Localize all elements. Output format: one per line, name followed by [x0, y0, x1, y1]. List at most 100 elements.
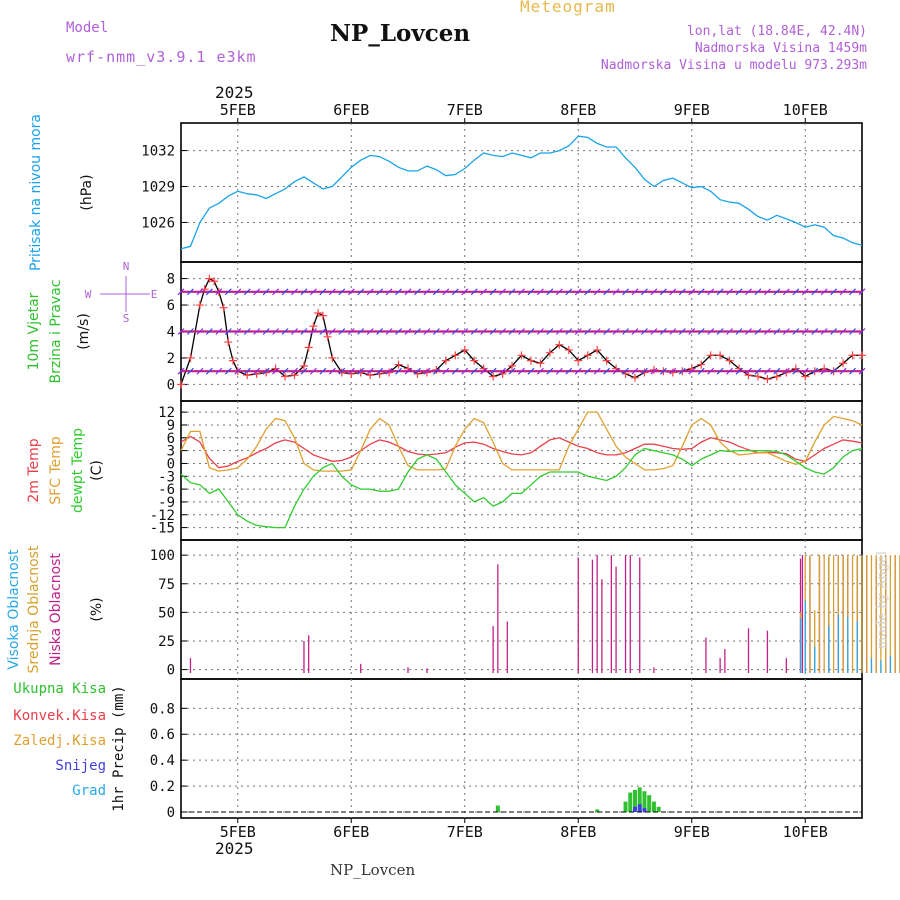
clouds-ytick-label: 0	[167, 663, 175, 679]
wind-barb	[716, 288, 724, 296]
station-title: NP_Lovcen	[330, 20, 471, 47]
wind-speed-marker	[186, 353, 195, 362]
wind-speed-marker	[517, 351, 526, 360]
wind-speed-marker	[574, 356, 583, 365]
wind-barb	[536, 367, 544, 375]
wind-barb	[763, 328, 771, 335]
wind-barb	[234, 288, 242, 296]
wind-speed-marker	[593, 346, 602, 355]
wind-speed-marker	[290, 371, 299, 380]
wind-barb	[328, 288, 336, 296]
clouds-axis-label: Visoka Oblacnost	[6, 549, 22, 670]
wind-speed-marker	[470, 356, 479, 365]
wind-ytick-label: 2	[167, 351, 175, 367]
precip-legend-label: Snijeg	[55, 758, 106, 774]
wind-barb	[338, 367, 346, 375]
wind-barb	[205, 328, 213, 335]
wind-barb	[622, 288, 629, 296]
wind-barb	[414, 328, 421, 335]
wind-barb	[480, 288, 488, 296]
wind-barb	[650, 288, 658, 296]
wind-barb	[830, 288, 838, 296]
wind-speed-marker	[763, 375, 772, 384]
wind-barb	[451, 328, 459, 335]
precip-bar	[642, 808, 647, 812]
wind-barb	[215, 328, 223, 335]
wind-barb	[849, 288, 856, 296]
wind-barb	[461, 328, 469, 335]
wind-barb	[574, 328, 582, 335]
wind-barb	[291, 367, 298, 375]
clouds-frame	[180, 539, 863, 680]
wind-barb	[697, 288, 705, 296]
wind-axis-label: Brzina i Pravac	[48, 280, 64, 384]
wind-barb	[678, 367, 686, 375]
model-label: Model	[66, 20, 109, 36]
clouds-axis-label: Srednja Oblacnost	[26, 545, 42, 673]
wind-unit-label: (m/s)	[76, 313, 92, 350]
wind-barb	[243, 367, 251, 375]
wind-barb	[224, 288, 232, 296]
pressure-frame	[180, 122, 863, 263]
wind-barb	[499, 288, 507, 296]
wind-barb	[782, 367, 790, 375]
wind-barb	[688, 328, 696, 335]
wind-barb	[366, 288, 374, 296]
wind-barb	[707, 367, 715, 375]
wind-speed-marker	[602, 356, 611, 365]
wind-barb	[376, 328, 384, 335]
wind-barb	[735, 288, 743, 296]
temperature-ytick-label: 9	[167, 418, 175, 434]
wind-speed-marker	[422, 368, 431, 377]
wind-barb	[253, 328, 261, 335]
wind-barb	[811, 288, 819, 296]
wind-barb	[442, 288, 450, 296]
pressure-axis-label: Pritisak na nivou mora	[28, 114, 44, 271]
wind-barb	[669, 367, 677, 375]
wind-barb	[849, 367, 856, 375]
wind-barb	[641, 367, 648, 375]
wind-barb	[404, 288, 412, 296]
wind-speed-marker	[536, 359, 545, 368]
wind-barb	[839, 367, 847, 375]
x-day-label-bottom: 7FEB	[447, 823, 483, 841]
precip-bar	[633, 806, 637, 812]
x-day-label-bottom: 5FEB	[220, 823, 256, 841]
precip-bar	[623, 801, 628, 812]
wind-barb	[659, 367, 667, 375]
wind-barb	[612, 288, 620, 296]
wind-barb	[423, 367, 431, 375]
wind-barb	[527, 328, 535, 335]
wind-speed-marker	[318, 311, 327, 320]
wind-speed-marker	[441, 356, 450, 365]
wind-barb	[631, 328, 639, 335]
wind-barb	[357, 328, 365, 335]
wind-barb	[518, 367, 525, 375]
wind-barb	[820, 328, 828, 335]
wind-speed-marker	[772, 372, 781, 381]
wind-speed-marker	[451, 351, 460, 360]
wind-speed-marker	[432, 365, 441, 374]
wind-barb	[518, 328, 525, 335]
wind-barb	[366, 367, 374, 375]
clouds-ytick-label: 50	[158, 605, 175, 621]
wind-barb	[291, 328, 298, 335]
wind-barb	[376, 367, 384, 375]
wind-barb	[281, 328, 289, 335]
wind-ytick-label: 8	[167, 272, 175, 288]
wind-speed-marker	[583, 351, 592, 360]
wind-barb	[414, 367, 421, 375]
wind-speed-marker	[744, 371, 753, 380]
wind-barb	[735, 328, 743, 335]
pressure-ytick-label: 1029	[141, 180, 175, 196]
wind-speed-marker	[716, 351, 725, 360]
x-day-label-top: 5FEB	[220, 101, 256, 119]
wind-barb	[650, 367, 658, 375]
wind-speed-marker	[224, 338, 233, 347]
wind-barb	[253, 288, 261, 296]
wind-barb	[404, 367, 412, 375]
wind-barb	[801, 328, 809, 335]
clouds-unit-label: (%)	[89, 597, 105, 621]
wind-barb	[650, 328, 658, 335]
wind-barb	[451, 288, 459, 296]
